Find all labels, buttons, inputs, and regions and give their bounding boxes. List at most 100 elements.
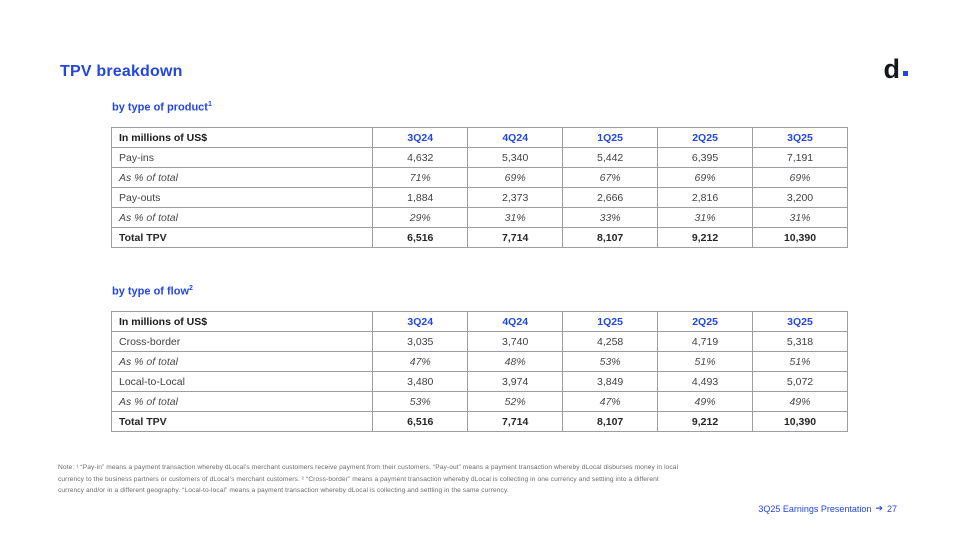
value-cell: 9,212: [657, 227, 754, 248]
row-label: As % of total: [110, 391, 374, 412]
value-cell: 7,714: [467, 411, 564, 432]
row-label: Pay-outs: [110, 187, 374, 208]
value-cell: 31%: [752, 207, 848, 228]
value-cell: 5,318: [752, 331, 848, 352]
row-label: Total TPV: [110, 411, 374, 432]
value-cell: 49%: [752, 391, 848, 412]
tpv-by-product-table: In millions of US$ 3Q24 4Q24 1Q25 2Q25 3Q25 P…: [110, 127, 848, 248]
value-cell: 6,516: [372, 411, 469, 432]
section-subtitle-text: by type of flow: [112, 285, 189, 298]
footnote-line: Note: ¹ “Pay-in” means a payment transac…: [58, 464, 679, 471]
subtitle-footnote-ref: 1: [207, 101, 212, 108]
value-cell: 49%: [657, 391, 754, 412]
page-number: 27: [886, 503, 897, 514]
value-cell: 7,714: [467, 227, 564, 248]
value-cell: 6,395: [657, 147, 754, 168]
value-cell: 67%: [562, 167, 659, 188]
value-cell: 2,666: [562, 187, 659, 208]
value-cell: 29%: [372, 207, 469, 228]
section-subtitle: by type of product1: [112, 101, 848, 127]
row-label: Local-to-Local: [110, 371, 374, 392]
table-row: As % of total 71% 69% 67% 69% 69%: [110, 167, 848, 188]
quarter-column-header: 1Q25: [562, 127, 659, 148]
row-label: Cross-border: [110, 331, 374, 352]
value-cell: 3,974: [467, 371, 564, 392]
row-label: Pay-ins: [110, 147, 374, 168]
value-cell: 6,516: [372, 227, 469, 248]
row-label: As % of total: [110, 351, 374, 372]
value-cell: 31%: [657, 207, 754, 228]
value-cell: 7,191: [752, 147, 848, 168]
value-cell: 10,390: [752, 411, 848, 432]
quarter-column-header: 3Q24: [372, 311, 469, 332]
table-row: Pay-ins 4,632 5,340 5,442 6,395 7,191: [110, 147, 848, 168]
section-subtitle: by type of flow2: [112, 285, 848, 311]
table-row: Total TPV 6,516 7,714 8,107 9,212 10,390: [110, 227, 848, 248]
row-label: As % of total: [110, 167, 374, 188]
quarter-column-header: 4Q24: [467, 311, 564, 332]
value-cell: 5,442: [562, 147, 659, 168]
arrow-right-icon: ➔: [875, 503, 883, 513]
quarter-column-header: 3Q25: [752, 311, 848, 332]
value-cell: 71%: [372, 167, 469, 188]
value-cell: 53%: [562, 351, 659, 372]
value-cell: 4,493: [657, 371, 754, 392]
row-label: As % of total: [110, 207, 374, 228]
footer-label: 3Q25 Earnings Presentation: [758, 503, 872, 514]
value-cell: 1,884: [372, 187, 469, 208]
subtitle-footnote-ref: 2: [189, 285, 193, 292]
value-cell: 69%: [467, 167, 564, 188]
value-cell: 10,390: [752, 227, 848, 248]
quarter-column-header: 4Q24: [467, 127, 564, 148]
logo-letter: d: [883, 54, 900, 84]
value-cell: 51%: [657, 351, 754, 372]
tpv-by-flow-table: In millions of US$ 3Q24 4Q24 1Q25 2Q25 3Q25 C…: [110, 311, 848, 432]
value-cell: 5,340: [467, 147, 564, 168]
section-subtitle-text: by type of product: [112, 101, 208, 114]
value-cell: 8,107: [562, 227, 659, 248]
value-cell: 52%: [467, 391, 564, 412]
section-by-type-of-flow: by type of flow2 In millions of US$ 3Q24 4…: [110, 285, 848, 432]
section-by-type-of-product: by type of product1 In millions of US$ 3Q…: [110, 101, 848, 248]
value-cell: 3,035: [372, 331, 469, 352]
page-title: TPV breakdown: [60, 63, 183, 80]
table-header-row: In millions of US$ 3Q24 4Q24 1Q25 2Q25 3Q25: [110, 311, 848, 332]
value-cell: 3,849: [562, 371, 659, 392]
value-cell: 33%: [562, 207, 659, 228]
units-header: In millions of US$: [110, 127, 374, 148]
value-cell: 5,072: [752, 371, 848, 392]
footnote: Note: ¹ “Pay-in” means a payment transac…: [58, 462, 698, 497]
table-row: As % of total 53% 52% 47% 49% 49%: [110, 391, 848, 412]
value-cell: 4,719: [657, 331, 754, 352]
value-cell: 31%: [467, 207, 564, 228]
units-header: In millions of US$: [110, 311, 374, 332]
value-cell: 8,107: [562, 411, 659, 432]
table-header-row: In millions of US$ 3Q24 4Q24 1Q25 2Q25 3Q25: [110, 127, 848, 148]
quarter-column-header: 3Q25: [752, 127, 848, 148]
table-row: Local-to-Local 3,480 3,974 3,849 4,493 5,072: [110, 371, 848, 392]
value-cell: 51%: [752, 351, 848, 372]
value-cell: 47%: [372, 351, 469, 372]
logo-dot-icon: [903, 71, 908, 76]
value-cell: 69%: [752, 167, 848, 188]
value-cell: 2,816: [657, 187, 754, 208]
dlocal-logo: d: [883, 54, 908, 84]
value-cell: 3,200: [752, 187, 848, 208]
table-row: As % of total 47% 48% 53% 51% 51%: [110, 351, 848, 372]
quarter-column-header: 1Q25: [562, 311, 659, 332]
value-cell: 53%: [372, 391, 469, 412]
value-cell: 4,632: [372, 147, 469, 168]
table-row: As % of total 29% 31% 33% 31% 31%: [110, 207, 848, 228]
slide-footer: 3Q25 Earnings Presentation ➔ 27: [758, 503, 897, 514]
quarter-column-header: 2Q25: [657, 311, 754, 332]
value-cell: 48%: [467, 351, 564, 372]
value-cell: 4,258: [562, 331, 659, 352]
value-cell: 69%: [657, 167, 754, 188]
table-row: Cross-border 3,035 3,740 4,258 4,719 5,318: [110, 331, 848, 352]
quarter-column-header: 2Q25: [657, 127, 754, 148]
row-label: Total TPV: [110, 227, 374, 248]
value-cell: 9,212: [657, 411, 754, 432]
table-row: Total TPV 6,516 7,714 8,107 9,212 10,390: [110, 411, 848, 432]
value-cell: 2,373: [467, 187, 564, 208]
